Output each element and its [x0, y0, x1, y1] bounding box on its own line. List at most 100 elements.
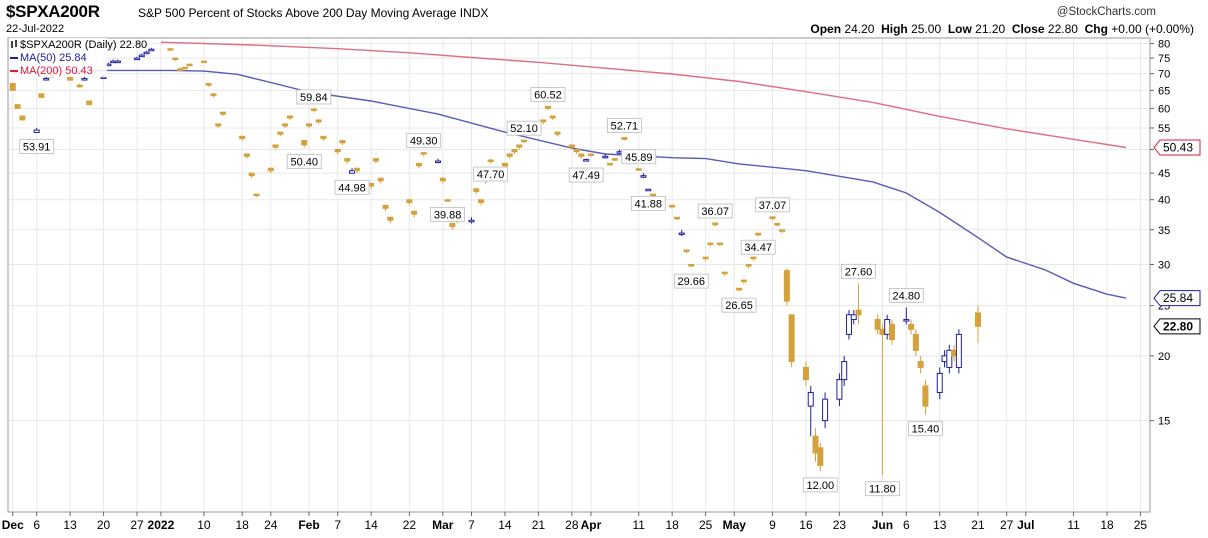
point-label: 39.88 [430, 206, 465, 222]
x-tick-label: May [723, 518, 747, 532]
candle [888, 319, 895, 345]
point-label: 12.00 [802, 477, 838, 493]
candle [439, 177, 446, 184]
candle-body [110, 60, 117, 64]
y-tick-label: 20 [1158, 351, 1170, 363]
candle-body [702, 256, 709, 260]
candle [712, 222, 719, 227]
point-label-box [296, 89, 332, 105]
x-tick-label: 14 [498, 518, 512, 532]
candle-body [755, 232, 762, 236]
candle [33, 127, 40, 133]
candle-body [669, 204, 676, 208]
candle-body [167, 48, 174, 51]
y-tick-label: 55 [1158, 123, 1170, 135]
x-tick-label: Dec [2, 518, 24, 532]
candle-body [707, 242, 714, 246]
candle-body [788, 314, 795, 363]
point-label-box [865, 481, 900, 497]
candle [951, 344, 958, 362]
candle-body [200, 60, 207, 64]
candle-body [301, 140, 308, 146]
point-label-text: 29.66 [678, 276, 706, 288]
candle [779, 229, 786, 234]
candle [955, 329, 962, 374]
x-tick-label: 27 [1000, 518, 1014, 532]
point-label-text: 44.98 [338, 182, 366, 194]
candle-body [936, 372, 943, 393]
candle-body [282, 123, 289, 127]
point-label-box [286, 154, 322, 170]
candle-body [9, 83, 16, 91]
candle [181, 66, 188, 70]
x-tick-label: 6 [33, 518, 40, 532]
legend-bg [9, 51, 107, 64]
candle-body [349, 170, 356, 174]
candle [334, 148, 341, 154]
candle [769, 216, 776, 221]
x-tick-label: 18 [665, 518, 679, 532]
candle [707, 242, 714, 247]
close-label: Close [1011, 22, 1045, 36]
point-label-text: 50.40 [290, 157, 318, 169]
x-tick-label: 21 [971, 518, 985, 532]
y-tick-label: 80 [1158, 39, 1170, 51]
candle-body [43, 78, 50, 81]
x-tick-label: 16 [799, 518, 813, 532]
candle [673, 216, 680, 221]
chg-value: +0.00 (+0.00%) [1111, 22, 1194, 36]
candle-body [941, 355, 948, 363]
x-tick-label: 25 [1134, 518, 1148, 532]
point-label: 41.88 [630, 195, 666, 211]
candle [750, 256, 757, 261]
point-label-box [740, 239, 776, 255]
brand-label: @StockCharts.com [1056, 6, 1156, 18]
candle [568, 144, 575, 150]
chart-date: 22-Jul-2022 [6, 23, 65, 35]
candle [716, 242, 723, 247]
low-value: 21.20 [975, 22, 1006, 36]
x-tick-label: 13 [933, 518, 947, 532]
point-label-box [19, 139, 55, 154]
candle-body [587, 153, 594, 156]
point-label-text: 15.40 [912, 424, 940, 436]
candle [372, 158, 379, 164]
candle [607, 162, 614, 166]
value-tag-text: 22.80 [1163, 319, 1193, 333]
candle-body [740, 279, 747, 283]
candle [114, 59, 121, 64]
value-tag-box [1153, 290, 1201, 307]
candle-body [583, 159, 590, 162]
candle [850, 310, 857, 325]
candle-body [339, 140, 346, 144]
point-label-box [530, 87, 566, 102]
candle [239, 135, 246, 141]
candle-body [243, 153, 250, 157]
candle-body [306, 123, 313, 127]
legend-bg [9, 38, 107, 51]
candle [248, 172, 255, 179]
candle [435, 158, 442, 164]
point-label-box [334, 179, 370, 195]
point-label-text: 52.10 [510, 123, 538, 135]
point-label-text: 52.71 [611, 121, 639, 133]
candle-body [248, 172, 255, 177]
candle-body [779, 229, 786, 232]
point-label-box [621, 149, 657, 165]
candle [621, 137, 628, 141]
point-label-text: 37.07 [759, 200, 787, 212]
candle [43, 76, 50, 81]
point-label-box [606, 118, 642, 133]
candle [774, 222, 781, 227]
candle-body [611, 158, 618, 161]
candle [855, 283, 862, 325]
point-label: 36.07 [697, 203, 733, 219]
candle [205, 83, 212, 87]
point-label: 44.98 [334, 179, 370, 195]
legend-label: MA(50) 25.84 [20, 52, 87, 64]
candle [783, 268, 790, 306]
candle [812, 428, 819, 462]
candle [736, 287, 743, 292]
